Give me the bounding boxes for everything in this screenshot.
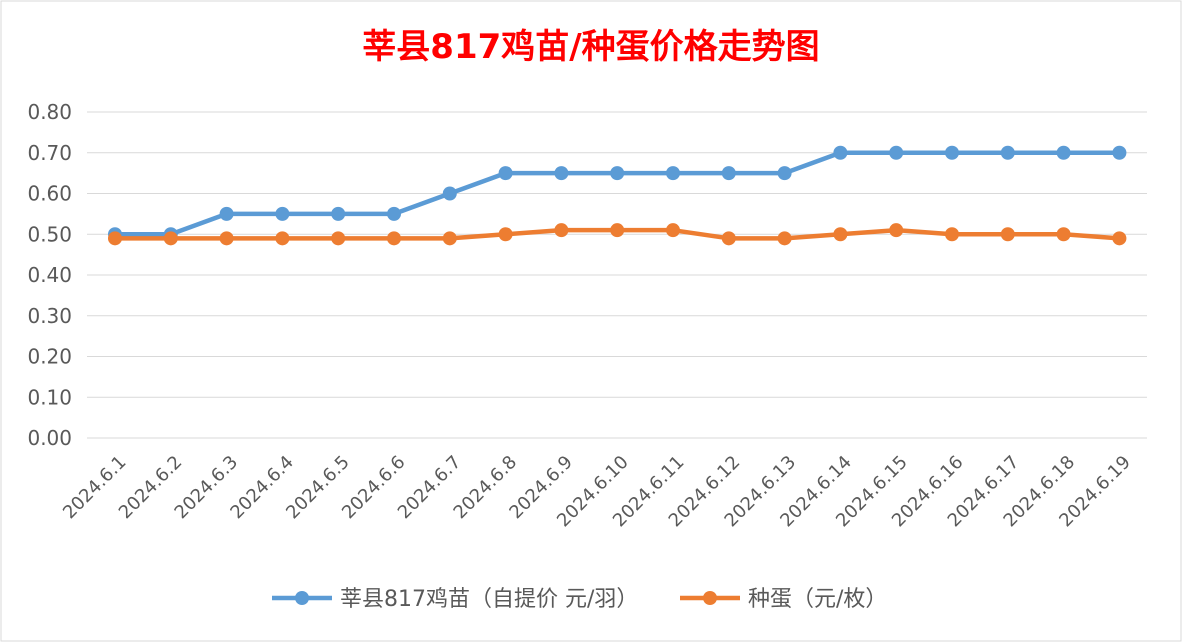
- y-tick-label: 0.80: [27, 100, 72, 124]
- data-point: [889, 145, 904, 160]
- data-point: [442, 186, 457, 201]
- legend: 莘县817鸡苗（自提价 元/羽） 种蛋（元/枚）: [272, 587, 887, 612]
- data-point: [1112, 231, 1127, 246]
- data-point: [108, 231, 122, 246]
- data-point: [219, 206, 234, 221]
- data-point: [442, 231, 457, 246]
- y-tick-label: 0.00: [27, 426, 72, 450]
- data-point: [1056, 227, 1071, 242]
- data-point: [889, 223, 904, 238]
- data-point: [833, 145, 848, 160]
- y-tick-label: 0.30: [27, 304, 72, 328]
- data-point: [721, 166, 736, 181]
- data-point: [777, 166, 792, 181]
- data-point: [498, 227, 513, 242]
- data-point: [219, 231, 234, 246]
- data-point: [554, 223, 569, 238]
- y-tick-label: 0.40: [27, 263, 72, 287]
- y-tick-label: 0.70: [27, 141, 72, 165]
- data-point: [945, 145, 959, 160]
- data-point: [666, 166, 680, 181]
- data-point: [163, 231, 178, 246]
- data-point: [275, 206, 290, 221]
- data-point: [721, 231, 736, 246]
- data-point: [275, 231, 290, 246]
- data-point: [331, 206, 346, 221]
- data-point: [387, 206, 401, 221]
- y-axis-ticks: 0.00 0.10 0.20 0.30 0.40 0.50 0.60 0.70 0.80: [27, 100, 72, 450]
- data-point: [945, 227, 959, 242]
- chart-title: 莘县817鸡苗/种蛋价格走势图: [362, 27, 819, 67]
- legend-label: 莘县817鸡苗（自提价 元/羽）: [340, 587, 638, 612]
- legend-swatch-marker: [703, 591, 717, 605]
- data-point: [387, 231, 401, 246]
- data-point: [331, 231, 346, 246]
- data-point: [498, 166, 513, 181]
- data-point: [554, 166, 569, 181]
- data-point: [833, 227, 848, 242]
- series-group: [108, 145, 1127, 246]
- data-point: [1000, 227, 1015, 242]
- data-point: [610, 223, 625, 238]
- legend-label: 种蛋（元/枚）: [748, 587, 887, 612]
- data-point: [1112, 145, 1127, 160]
- data-point: [1056, 145, 1071, 160]
- y-tick-label: 0.10: [27, 385, 72, 409]
- legend-item: 种蛋（元/枚）: [680, 587, 887, 612]
- data-point: [777, 231, 792, 246]
- legend-item: 莘县817鸡苗（自提价 元/羽）: [272, 587, 638, 612]
- data-point: [1000, 145, 1015, 160]
- data-point: [610, 166, 625, 181]
- y-tick-label: 0.50: [27, 222, 72, 246]
- legend-swatch-marker: [295, 591, 309, 605]
- y-tick-label: 0.20: [27, 345, 72, 369]
- y-tick-label: 0.60: [27, 182, 72, 206]
- data-point: [666, 223, 680, 238]
- series-2: [108, 223, 1127, 246]
